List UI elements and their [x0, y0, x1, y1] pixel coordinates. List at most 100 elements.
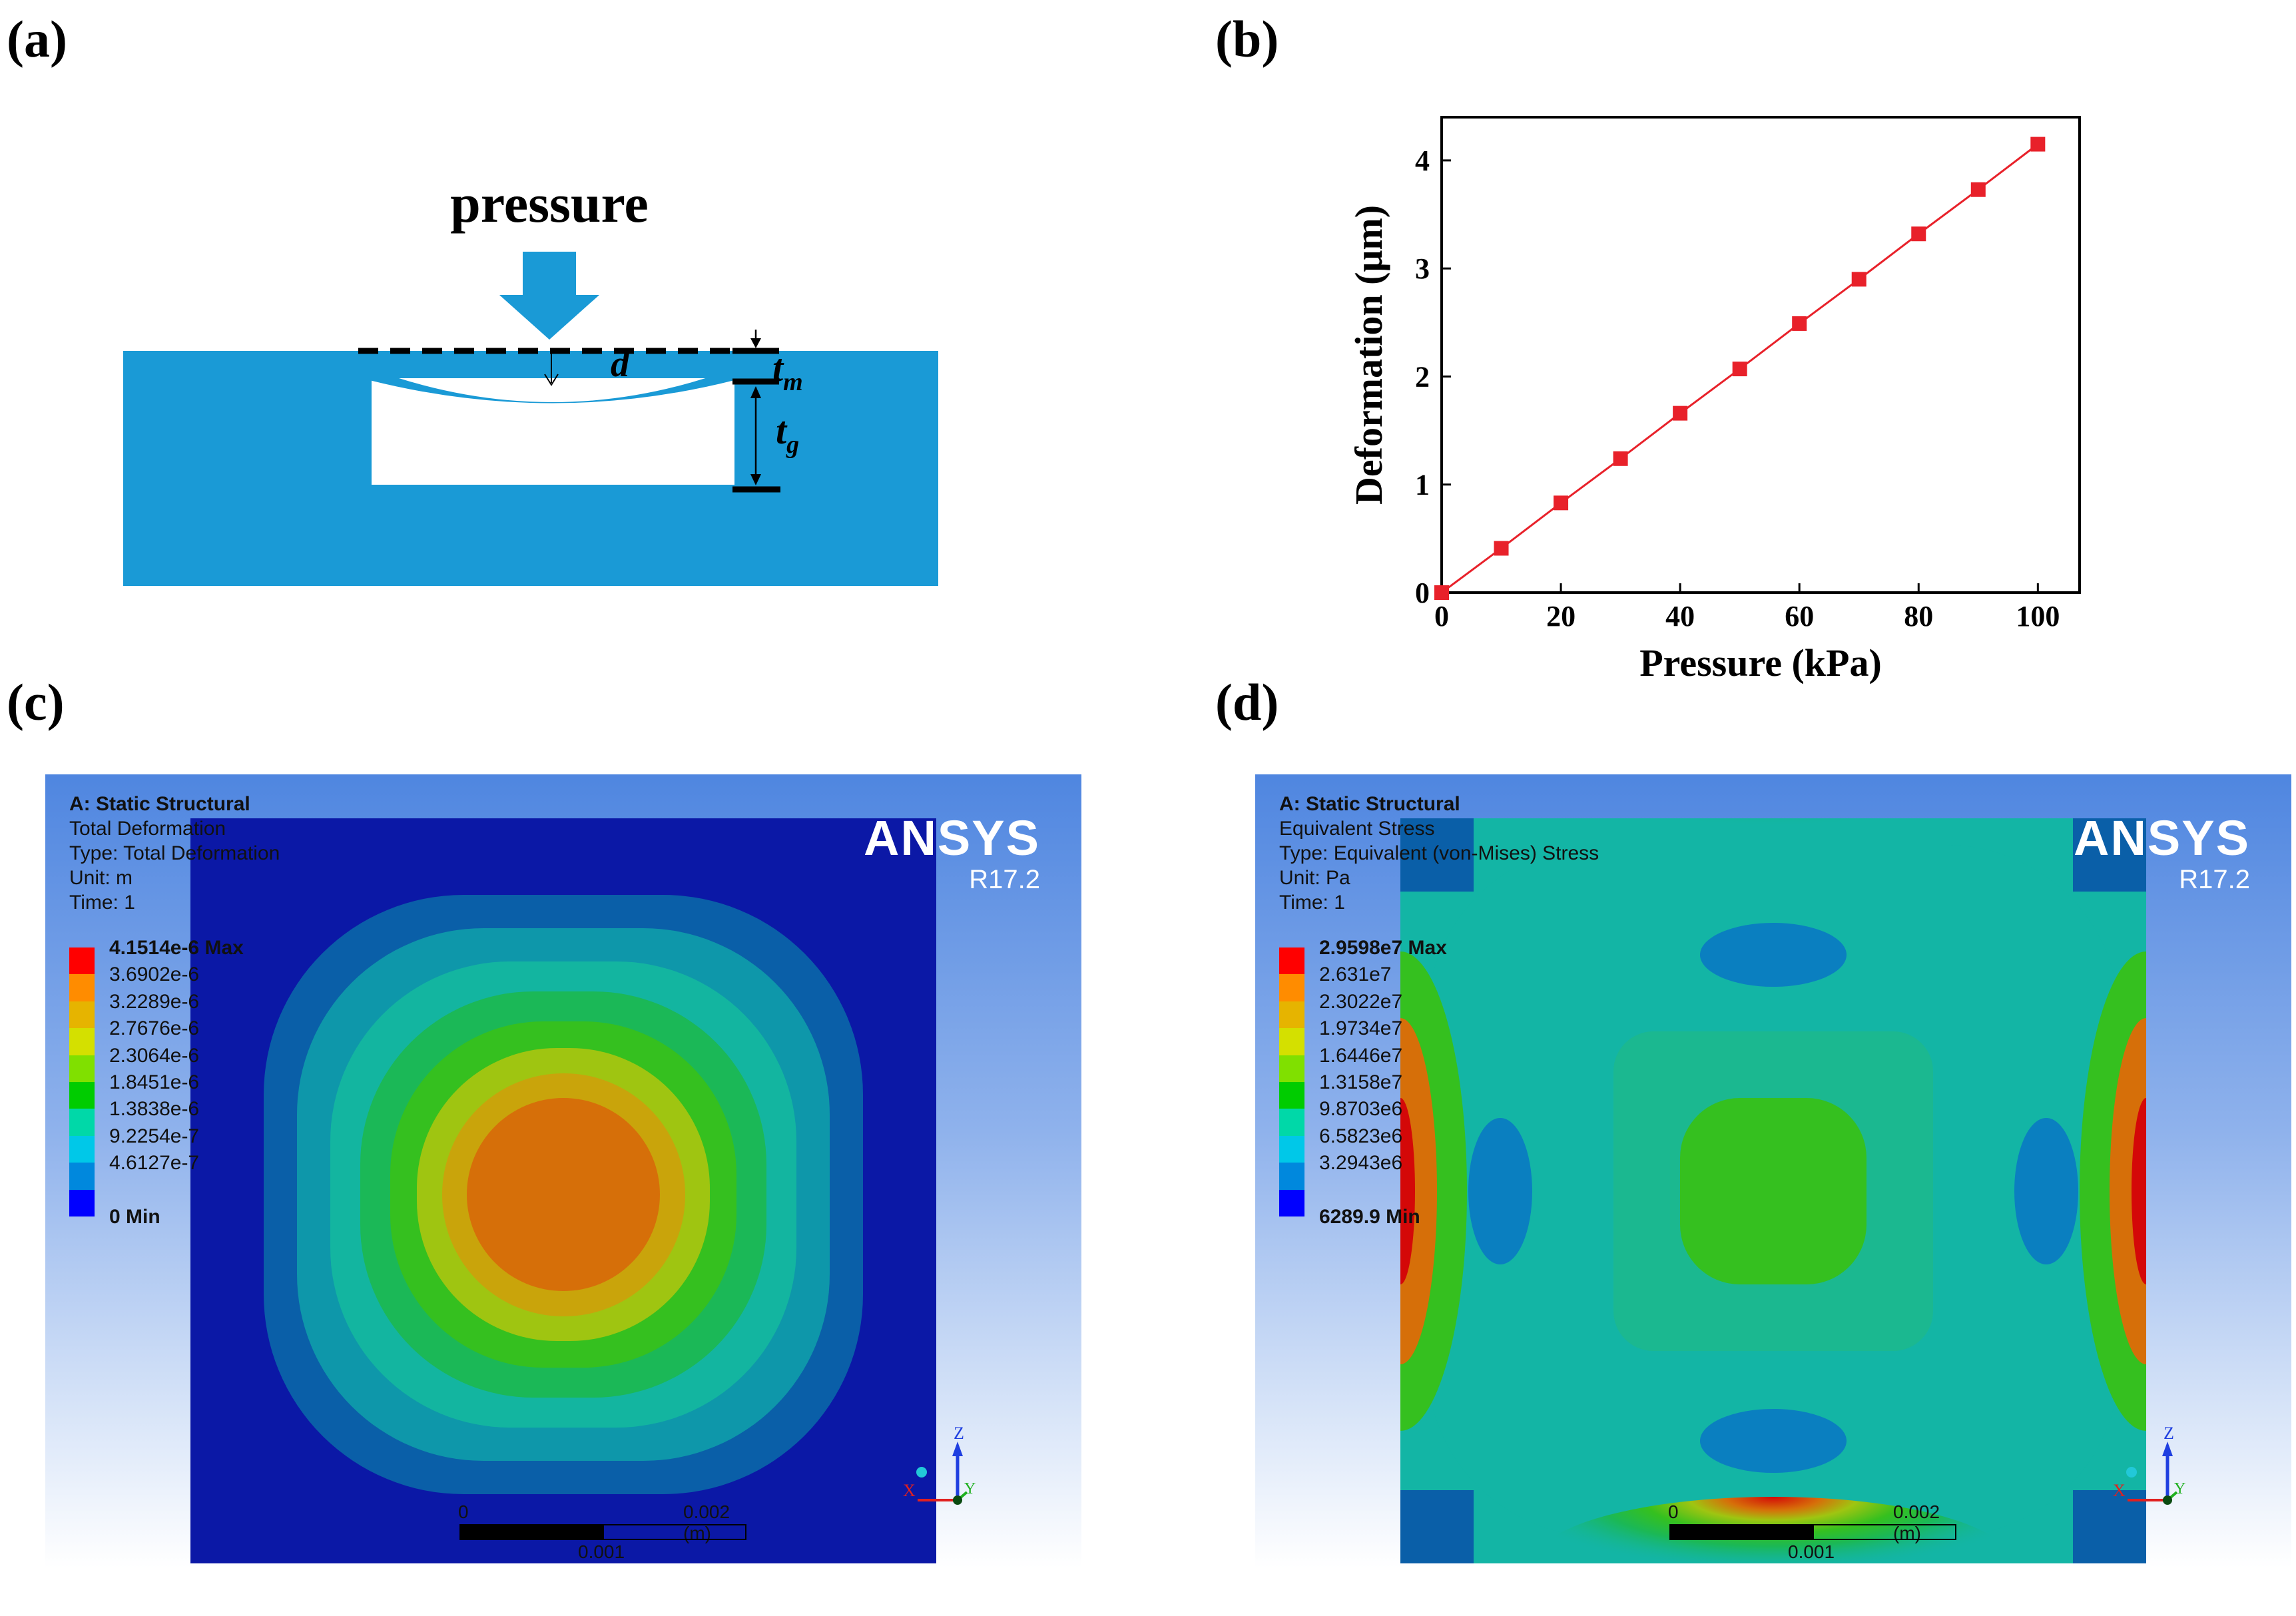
- d-arrow-head: [544, 374, 559, 386]
- stress-plate: [1400, 818, 2146, 1563]
- analysis-title: A: Static Structural: [1279, 793, 1460, 815]
- legend-swatch: [1279, 1028, 1304, 1055]
- y-axis-label: Deformation (μm): [1347, 205, 1390, 505]
- legend-value: 3.6902e-6: [109, 963, 200, 986]
- corner-tl: [1400, 818, 1474, 892]
- panel-a-label: (a): [7, 10, 67, 68]
- data-point: [1792, 316, 1807, 331]
- legend-swatch: [69, 947, 95, 975]
- result-unit: Unit: m: [69, 867, 133, 889]
- membrane: [372, 376, 734, 417]
- legend-value: 6289.9 Min: [1319, 1205, 1420, 1228]
- corner-br: [2073, 1490, 2146, 1563]
- scale-bar: 0 0.002 (m) 0.001: [418, 1501, 751, 1562]
- legend-swatch: [69, 1135, 95, 1163]
- legend-swatch: [1279, 1001, 1304, 1029]
- result-name: Equivalent Stress: [1279, 818, 1435, 840]
- edge-left-inner: [1400, 1018, 1437, 1364]
- legend-swatch: [69, 1109, 95, 1136]
- x-tick-label: 100: [2016, 600, 2060, 633]
- corner-tr: [2073, 818, 2146, 892]
- stress-panel: A: Static Structural Equivalent Stress T…: [1255, 774, 2291, 1568]
- low-right: [2014, 1118, 2078, 1264]
- scale-mid: 0.001: [1788, 1541, 1835, 1562]
- x-tick-label: 0: [1434, 600, 1449, 633]
- data-point: [1673, 405, 1688, 421]
- axis-z-label: Z: [2163, 1427, 2174, 1443]
- x-axis-label: Pressure (kPa): [1639, 641, 1882, 684]
- legend-swatch: [1279, 1189, 1304, 1216]
- axis-y-label: Y: [964, 1480, 976, 1497]
- pressure-text: pressure: [450, 173, 649, 234]
- result-name: Total Deformation: [69, 818, 226, 840]
- legend-swatch: [1279, 1135, 1304, 1163]
- data-point: [2030, 136, 2046, 152]
- tm-label: tm: [772, 346, 803, 396]
- scale-bar-outline: [603, 1524, 746, 1540]
- x-tick-label: 20: [1546, 600, 1576, 633]
- low-top: [1700, 923, 1847, 987]
- data-point: [1851, 272, 1866, 287]
- triad-sphere: [2126, 1467, 2137, 1478]
- scale-left: 0: [1668, 1501, 1679, 1522]
- low-bottom: [1700, 1409, 1847, 1473]
- edge-right-inner: [2110, 1018, 2146, 1364]
- legend-value: 6.5823e6: [1319, 1125, 1403, 1147]
- legend-value: 1.8451e-6: [109, 1071, 200, 1093]
- d-label: d: [611, 344, 630, 385]
- scale-bar: 0 0.002 (m) 0.001: [1628, 1501, 1961, 1562]
- legend-value: 3.2943e6: [1319, 1152, 1403, 1175]
- scale-mid: 0.001: [578, 1541, 625, 1562]
- pressure-arrow: [499, 252, 599, 340]
- legend-value: 2.7676e-6: [109, 1017, 200, 1040]
- low-left: [1468, 1118, 1532, 1264]
- panel-d-label: (d): [1215, 673, 1279, 731]
- legend-swatch: [1279, 1163, 1304, 1190]
- y-tick-label: 1: [1415, 469, 1430, 501]
- axis-triad: Z X Y: [2113, 1427, 2185, 1505]
- data-point: [1732, 362, 1747, 377]
- result-unit: Unit: Pa: [1279, 867, 1350, 889]
- tg-label: tg: [776, 409, 799, 459]
- axis-x-label: X: [2113, 1481, 2126, 1500]
- legend-swatch: [69, 1055, 95, 1082]
- ansys-logo: ANSYS: [2074, 810, 2250, 866]
- legend-swatch: [69, 1028, 95, 1055]
- y-tick-label: 4: [1415, 144, 1430, 177]
- axis-triad: Z X Y: [903, 1427, 976, 1505]
- tm-dim-arrow-head: [750, 338, 761, 348]
- x-tick-label: 40: [1665, 600, 1695, 633]
- legend-value: 2.3022e7: [1319, 990, 1403, 1013]
- legend-value: 1.9734e7: [1319, 1017, 1403, 1040]
- data-point: [1494, 541, 1509, 556]
- result-time: Time: 1: [1279, 892, 1345, 914]
- legend-swatch: [69, 1001, 95, 1029]
- scale-bar-fill: [459, 1524, 603, 1540]
- center-core: [1680, 1098, 1866, 1284]
- triad-origin: [2163, 1495, 2172, 1505]
- tg-dim-arrow-bottom: [750, 474, 761, 485]
- contour-band: [467, 1098, 660, 1291]
- y-tick-label: 2: [1415, 360, 1430, 393]
- axis-x-label: X: [903, 1481, 916, 1500]
- legend-swatch: [69, 1189, 95, 1216]
- triad-sphere: [916, 1467, 927, 1478]
- ansys-version: R17.2: [2179, 865, 2250, 894]
- legend-value: 2.3064e-6: [109, 1044, 200, 1067]
- x-tick-label: 60: [1785, 600, 1814, 633]
- data-point: [1434, 585, 1449, 600]
- data-point: [1970, 182, 1986, 197]
- analysis-title: A: Static Structural: [69, 793, 250, 815]
- axis-z-label: Z: [954, 1427, 964, 1443]
- legend-value: 1.3158e7: [1319, 1071, 1403, 1093]
- result-time: Time: 1: [69, 892, 135, 914]
- stress-info: A: Static Structural Equivalent Stress T…: [1279, 792, 1599, 915]
- legend-value: 1.3838e-6: [109, 1098, 200, 1121]
- legend-swatch: [1279, 1109, 1304, 1136]
- ansys-logo: ANSYS: [864, 810, 1040, 866]
- tg-dim-arrow-top: [750, 386, 761, 398]
- y-tick-label: 0: [1415, 577, 1430, 609]
- legend-swatch: [1279, 1081, 1304, 1109]
- legend-swatch: [1279, 947, 1304, 975]
- legend-swatch: [1279, 974, 1304, 1001]
